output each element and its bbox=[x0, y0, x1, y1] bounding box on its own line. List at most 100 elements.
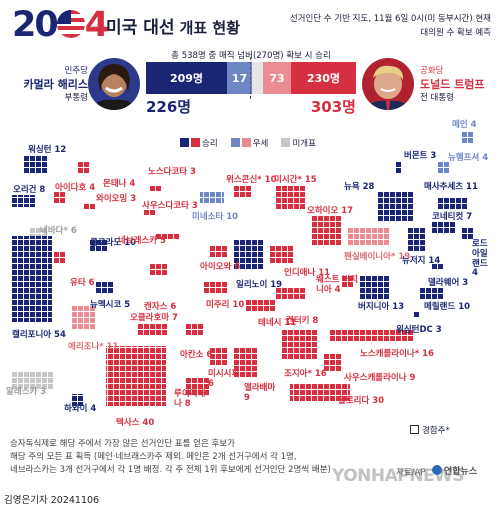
trump-portrait bbox=[362, 58, 414, 110]
state-label-delaware: 델라웨어 3 bbox=[428, 278, 469, 288]
state-label-utah: 유타 6 bbox=[70, 278, 95, 288]
state-label-iowa: 아이오와 6 bbox=[200, 262, 241, 272]
tile-nebraska bbox=[156, 234, 180, 240]
state-label-montana: 몬태나 4 bbox=[103, 179, 136, 189]
tile-missouri bbox=[204, 282, 228, 294]
dem-candidate-role: 부통령 bbox=[64, 93, 88, 103]
state-label-florida: 플로리다 30 bbox=[338, 396, 385, 406]
tile-florida bbox=[290, 384, 350, 402]
tile-maryland bbox=[420, 288, 444, 300]
tile-southdakota bbox=[144, 210, 156, 216]
legend-battleground: 경합주* bbox=[410, 424, 450, 436]
legend: 승리 우세 미개표 bbox=[180, 131, 324, 150]
state-label-idaho: 아이다호 4 bbox=[55, 183, 96, 193]
tile-indiana bbox=[270, 246, 294, 264]
tile-utah bbox=[54, 252, 66, 264]
state-label-newjersey: 뉴저지 14 bbox=[402, 256, 441, 266]
rep-candidate-role: 전 대통령 bbox=[420, 93, 454, 103]
source-line-2: 대의원 수 확보 예측 bbox=[420, 28, 491, 38]
page-title-main: 미국 대선 bbox=[106, 18, 175, 38]
state-label-arkansas: 아칸소 6 bbox=[180, 350, 213, 360]
tile-wyoming bbox=[84, 204, 96, 210]
tile-georgia bbox=[282, 330, 318, 360]
bar-dem-lean: 17 bbox=[227, 62, 252, 94]
state-label-virginia: 버지니아 13 bbox=[358, 302, 405, 312]
legend-win-swatch bbox=[180, 138, 189, 147]
state-label-maryland: 메릴랜드 10 bbox=[424, 302, 471, 312]
tile-mississippi bbox=[210, 348, 228, 366]
state-label-alaska: 알래스카 3 bbox=[6, 387, 47, 397]
agency-name: 연합뉴스 bbox=[444, 467, 478, 477]
state-label-minnesota: 미네소타 10 bbox=[192, 212, 239, 222]
tile-alaska bbox=[12, 372, 54, 390]
state-label-kansas: 캔자스 6 bbox=[144, 302, 177, 312]
state-label-southdakota: 사우스다코타 3 bbox=[142, 201, 198, 211]
tile-southcarolina bbox=[324, 354, 342, 372]
rep-party-label: 공화당 bbox=[420, 66, 444, 76]
state-label-connecticut: 코네티컷 7 bbox=[432, 212, 473, 222]
legend-lean-swatch-rep bbox=[241, 138, 251, 147]
tile-rhodeisland bbox=[462, 228, 474, 240]
tile-newhampshire bbox=[438, 162, 450, 174]
bar-dem-lean-label: 17 bbox=[231, 71, 248, 85]
legend-win-label: 승리 bbox=[202, 139, 218, 149]
year-logo: 20 4 bbox=[12, 6, 109, 44]
tile-virginia bbox=[360, 276, 390, 300]
agency-logo-icon bbox=[432, 465, 442, 475]
state-label-indiana: 인디애나 11 bbox=[284, 268, 331, 278]
tile-texas bbox=[106, 346, 166, 406]
legend-lean: 우세 bbox=[230, 138, 268, 149]
state-label-michigan: 미시간* 15 bbox=[274, 175, 317, 185]
footer-note: 승자독식제로 해당 주에서 가장 많은 선거인단 표를 얻은 후보가 해당 주의… bbox=[10, 438, 331, 477]
watermark: YONHAPNEWS bbox=[332, 466, 465, 486]
state-label-arizona: 애리조나* 11 bbox=[68, 342, 119, 352]
tile-vermont bbox=[396, 162, 402, 174]
state-label-newyork: 뉴욕 28 bbox=[344, 182, 375, 192]
tile-newjersey bbox=[408, 228, 426, 252]
dem-candidate-name: 카멀라 해리스 bbox=[23, 78, 88, 91]
page-title-sub: 개표 현황 bbox=[179, 19, 241, 37]
state-label-dc: 워싱턴DC 3 bbox=[396, 325, 442, 335]
state-label-tennessee: 테네시 11 bbox=[258, 318, 297, 328]
footer-note-line-2: 해당 주의 모든 표 획득 (메인·네브래스카주 제외. 메인은 2개 선거구에… bbox=[10, 452, 297, 462]
state-label-oregon: 오리건 8 bbox=[13, 185, 46, 195]
page-title: 미국 대선 개표 현황 bbox=[106, 13, 240, 38]
state-label-ohio: 오하이오 17 bbox=[307, 206, 354, 216]
tile-connecticut bbox=[432, 222, 456, 234]
dem-party-label: 민주당 bbox=[64, 66, 88, 76]
byline: 김영은기자 20241106 bbox=[4, 495, 100, 506]
tile-massachusetts bbox=[438, 198, 468, 210]
harris-portrait bbox=[88, 58, 140, 110]
tile-northcarolina bbox=[330, 330, 414, 342]
state-label-rhodeisland: 로드 아일랜드 4 bbox=[472, 239, 488, 279]
tile-hawaii bbox=[72, 394, 84, 406]
flag-circle-icon bbox=[56, 10, 85, 38]
total-line: 총 538명 중 매직 넘버(270명) 확보 시 승리 bbox=[171, 51, 331, 61]
tile-idaho bbox=[54, 192, 66, 204]
footer-note-line-3: 네브라스카는 3개 선거구에서 각 1명 배정. 각 주 전체 1위 후보에게 … bbox=[10, 465, 331, 475]
rep-total: 303명 bbox=[310, 98, 356, 116]
tile-kentucky bbox=[276, 288, 306, 300]
tile-ohio bbox=[312, 216, 342, 246]
bar-rep-won-label: 230명 bbox=[306, 72, 341, 85]
tile-arkansas bbox=[186, 324, 204, 336]
tile-colorado bbox=[90, 240, 108, 252]
tile-maine bbox=[462, 132, 474, 144]
state-label-newmexico: 뉴멕시코 5 bbox=[90, 300, 131, 310]
tile-montana bbox=[78, 162, 90, 174]
tile-minnesota bbox=[200, 192, 224, 204]
tile-oklahoma bbox=[138, 324, 168, 336]
legend-win-swatch-rep bbox=[191, 138, 200, 147]
bar-rep-lean: 73 bbox=[263, 62, 291, 94]
state-label-mississippi: 미시시피 6 bbox=[208, 369, 240, 389]
state-label-colorado: 콜로라도 10 bbox=[90, 238, 137, 248]
state-label-massachusetts: 매사추세츠 11 bbox=[424, 182, 478, 192]
state-label-southcarolina: 사우스캐롤라이나 9 bbox=[344, 373, 416, 383]
state-label-wisconsin: 위스콘신* 10 bbox=[226, 175, 277, 185]
legend-battleground-label: 경합주* bbox=[422, 426, 450, 436]
state-label-newhampshire: 뉴햄프셔 4 bbox=[448, 153, 489, 163]
tile-california bbox=[12, 236, 52, 322]
tile-wisconsin bbox=[234, 186, 252, 198]
state-label-westvirginia: 웨스트 버지니아 4 bbox=[316, 275, 359, 295]
legend-lean-swatch bbox=[230, 138, 240, 147]
